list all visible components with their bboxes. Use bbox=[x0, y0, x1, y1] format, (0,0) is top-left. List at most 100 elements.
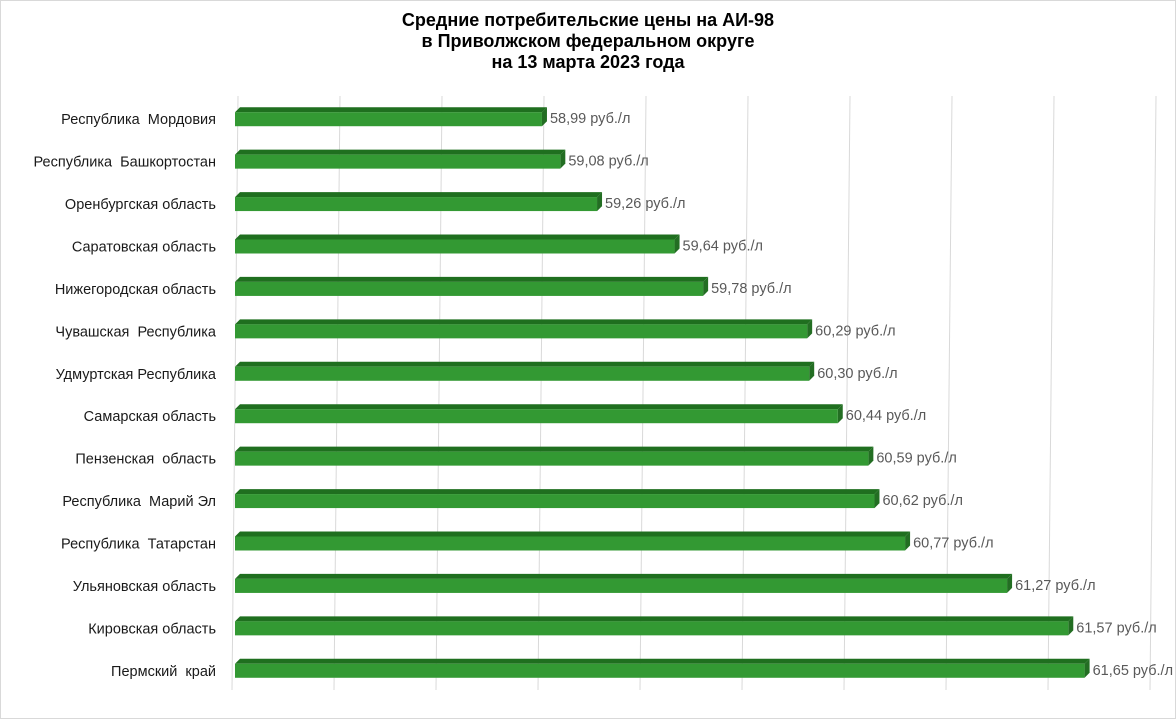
bar-front-face bbox=[235, 621, 1069, 636]
bar-side-face bbox=[874, 489, 880, 509]
bar-front-face bbox=[235, 409, 838, 424]
gridline bbox=[1149, 95, 1157, 691]
bar-top-face bbox=[235, 404, 843, 410]
bar-front-face bbox=[235, 494, 875, 509]
gridline bbox=[231, 95, 239, 691]
category-label: Самарская область bbox=[84, 409, 216, 425]
data-label: 60,30 руб./л bbox=[817, 366, 897, 382]
category-label: Пензенская область bbox=[75, 452, 216, 468]
category-label: Удмуртская Республика bbox=[56, 367, 217, 383]
chart-title-line-2: в Приволжском федеральном округе bbox=[421, 31, 755, 51]
bar-side-face bbox=[597, 192, 603, 212]
bar bbox=[235, 616, 1074, 636]
bars bbox=[235, 107, 1090, 678]
bar-front-face bbox=[235, 239, 675, 254]
bar-side-face bbox=[809, 361, 815, 381]
bar-top-face bbox=[235, 573, 1013, 579]
bar bbox=[235, 531, 911, 551]
gridline bbox=[1047, 95, 1055, 691]
category-label: Саратовская область bbox=[72, 240, 216, 256]
data-label: 60,44 руб./л bbox=[846, 408, 926, 424]
category-label: Республика Мордовия bbox=[61, 112, 216, 128]
bar-top-face bbox=[235, 107, 547, 113]
category-labels: Республика Мордовия Республика Башкортост… bbox=[34, 112, 217, 680]
bar-top-face bbox=[235, 489, 880, 495]
bar-side-face bbox=[703, 276, 709, 296]
data-label: 60,59 руб./л bbox=[876, 451, 956, 467]
data-label: 59,78 руб./л bbox=[711, 281, 791, 297]
bar-top-face bbox=[235, 531, 911, 537]
gridline bbox=[333, 95, 341, 691]
bar bbox=[235, 489, 880, 509]
bar-top-face bbox=[235, 149, 566, 155]
bar-front-face bbox=[235, 536, 906, 551]
chart-title-line-1: Средние потребительские цены на АИ-98 bbox=[401, 10, 775, 30]
bar-side-face bbox=[1007, 573, 1013, 593]
data-label: 59,08 руб./л bbox=[568, 154, 648, 170]
gridline bbox=[843, 95, 851, 691]
bar-side-face bbox=[837, 404, 843, 424]
category-label: Кировская область bbox=[88, 621, 216, 637]
gridline bbox=[639, 95, 647, 691]
data-label: 58,99 руб./л bbox=[550, 111, 630, 127]
bar-front-face bbox=[235, 281, 704, 296]
category-label: Чувашская Республика bbox=[55, 324, 217, 340]
bar bbox=[235, 319, 813, 339]
bar-front-face bbox=[235, 197, 598, 212]
gridline bbox=[537, 95, 545, 691]
bar-front-face bbox=[235, 578, 1008, 593]
bar-side-face bbox=[1084, 658, 1090, 678]
bar bbox=[235, 573, 1013, 593]
gridlines bbox=[231, 95, 1157, 691]
data-label: 60,29 руб./л bbox=[815, 323, 895, 339]
data-label: 60,77 руб./л bbox=[913, 536, 993, 552]
category-label: Пермский край bbox=[111, 664, 216, 680]
bar bbox=[235, 149, 566, 169]
bar-top-face bbox=[235, 658, 1090, 664]
data-label: 61,27 руб./л bbox=[1015, 578, 1095, 594]
bar bbox=[235, 404, 843, 424]
category-label: Оренбургская область bbox=[65, 197, 216, 213]
bar-side-face bbox=[905, 531, 911, 551]
chart-title: Средние потребительские цены на АИ-98 в … bbox=[0, 10, 1176, 73]
data-label: 60,62 руб./л bbox=[882, 493, 962, 509]
data-label: 59,64 руб./л bbox=[683, 239, 763, 255]
category-label: Нижегородская область bbox=[55, 282, 216, 298]
bar bbox=[235, 107, 547, 127]
bar-top-face bbox=[235, 234, 680, 240]
category-label: Республика Марий Эл bbox=[62, 494, 216, 510]
bar bbox=[235, 658, 1090, 678]
bar-side-face bbox=[807, 319, 813, 339]
bar-front-face bbox=[235, 663, 1085, 678]
bar bbox=[235, 234, 680, 254]
bar-front-face bbox=[235, 154, 561, 169]
category-label: Ульяновская область bbox=[73, 579, 216, 595]
data-label: 61,57 руб./л bbox=[1076, 620, 1156, 636]
bar-front-face bbox=[235, 112, 542, 127]
bar-side-face bbox=[541, 107, 547, 127]
data-label: 61,65 руб./л bbox=[1093, 663, 1173, 679]
bar-front-face bbox=[235, 324, 808, 339]
chart-title-line-3: на 13 марта 2023 года bbox=[491, 52, 685, 72]
bar-top-face bbox=[235, 616, 1074, 622]
bar bbox=[235, 361, 815, 381]
bar-side-face bbox=[674, 234, 680, 254]
bar-top-face bbox=[235, 192, 603, 198]
category-label: Республика Башкортостан bbox=[34, 155, 216, 171]
bar-side-face bbox=[560, 149, 566, 169]
bar-side-face bbox=[868, 446, 874, 466]
bar bbox=[235, 446, 874, 466]
gridline bbox=[435, 95, 443, 691]
bar-front-face bbox=[235, 451, 869, 466]
bar-front-face bbox=[235, 366, 810, 381]
bar-top-face bbox=[235, 319, 813, 325]
data-label: 59,26 руб./л bbox=[605, 196, 685, 212]
bar-top-face bbox=[235, 276, 709, 282]
category-label: Республика Татарстан bbox=[61, 537, 216, 553]
gridline bbox=[741, 95, 749, 691]
bar bbox=[235, 192, 603, 212]
bar bbox=[235, 276, 709, 296]
gridline bbox=[945, 95, 953, 691]
bar-side-face bbox=[1068, 616, 1074, 636]
